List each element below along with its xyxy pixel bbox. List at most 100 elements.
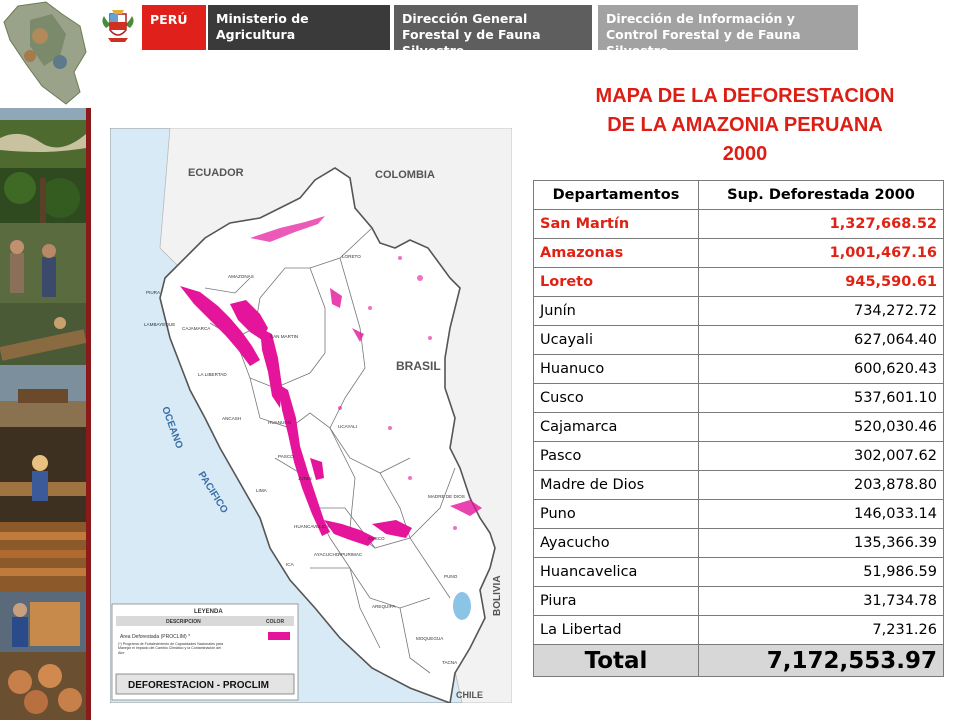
table-row: Ayacucho 135,366.39 bbox=[533, 528, 944, 558]
department-name: Junín bbox=[533, 296, 699, 326]
deforested-area: 1,327,668.52 bbox=[698, 209, 944, 239]
label-moquegua: MOQUEGUA bbox=[416, 636, 444, 641]
title-line-1: MAPA DE LA DEFORESTACION bbox=[595, 85, 895, 107]
legend-item-label: Area Deforestada (PROCLIM) * bbox=[120, 634, 190, 640]
department-borders bbox=[204, 227, 456, 674]
department-name: San Martín bbox=[533, 209, 699, 239]
label-junin: JUNIN bbox=[298, 476, 312, 481]
deforested-area: 302,007.62 bbox=[698, 441, 944, 471]
deforested-area: 203,878.80 bbox=[698, 470, 944, 500]
table-row: Junín 734,272.72 bbox=[533, 296, 944, 326]
table-row: La Libertad 7,231.26 bbox=[533, 615, 944, 645]
table-row: San Martín 1,327,668.52 bbox=[533, 209, 944, 239]
label-pasco: PASCO bbox=[278, 454, 294, 459]
department-name: Madre de Dios bbox=[533, 470, 699, 500]
table-row: Madre de Dios 203,878.80 bbox=[533, 470, 944, 500]
legend-footer: DEFORESTACION - PROCLIM bbox=[128, 680, 269, 691]
total-row: Total 7,172,553.97 bbox=[533, 644, 944, 677]
label-cusco: CUSCO bbox=[368, 536, 385, 541]
table-row: Loreto 945,590.61 bbox=[533, 267, 944, 297]
total-value: 7,172,553.97 bbox=[698, 644, 944, 677]
peru-map-logo bbox=[0, 0, 92, 108]
label-lambayeque: LAMBAYEQUE bbox=[144, 322, 175, 327]
label-loreto: LORETO bbox=[342, 254, 361, 259]
department-name: Huanuco bbox=[533, 354, 699, 384]
deforested-area: 31,734.78 bbox=[698, 586, 944, 616]
department-name: Huancavelica bbox=[533, 557, 699, 587]
legend-title: LEYENDA bbox=[194, 609, 223, 615]
sawmill-photo bbox=[0, 427, 86, 522]
deforested-area: 146,033.14 bbox=[698, 499, 944, 529]
dgf-label: Dirección General Forestal y de Fauna Si… bbox=[394, 5, 592, 58]
label-arequipa: AREQUIPA bbox=[372, 604, 396, 609]
label-chile: CHILE bbox=[456, 690, 483, 700]
label-brasil: BRASIL bbox=[396, 359, 441, 373]
legend-note: (*) Programa de Fortalecimiento de Capac… bbox=[118, 642, 224, 655]
table-row: Puno 146,033.14 bbox=[533, 499, 944, 529]
table-row: Piura 31,734.78 bbox=[533, 586, 944, 616]
logs-photo bbox=[0, 652, 86, 720]
col-header-superficie: Sup. Deforestada 2000 bbox=[698, 180, 944, 210]
department-name: Loreto bbox=[533, 267, 699, 297]
label-ica: ICA bbox=[286, 562, 295, 567]
department-name: Amazonas bbox=[533, 238, 699, 268]
deforested-area: 734,272.72 bbox=[698, 296, 944, 326]
deforested-area: 51,986.59 bbox=[698, 557, 944, 587]
deforested-areas bbox=[180, 216, 482, 546]
accent-bar bbox=[86, 108, 91, 720]
department-name: Puno bbox=[533, 499, 699, 529]
forest-photo bbox=[0, 168, 86, 223]
label-huancavelica: HUANCAVELICA bbox=[294, 524, 330, 529]
title-line-2: DE LA AMAZONIA PERUANA bbox=[607, 114, 883, 136]
lake-titicaca bbox=[453, 592, 471, 620]
deforestation-map: ECUADOR COLOMBIA BRASIL BOLIVIA CHILE OC… bbox=[110, 128, 512, 703]
label-puno: PUNO bbox=[444, 574, 458, 579]
table-row: Huanuco 600,620.43 bbox=[533, 354, 944, 384]
label-bolivia: BOLIVIA bbox=[492, 575, 503, 616]
label-apurimac: APURIMAC bbox=[338, 552, 363, 557]
deforested-area: 520,030.46 bbox=[698, 412, 944, 442]
label-tacna: TACNA bbox=[442, 660, 458, 665]
legend-col-color: COLOR bbox=[266, 619, 284, 625]
label-lima: LIMA bbox=[256, 488, 268, 493]
legend-deforested-swatch bbox=[268, 632, 290, 640]
table-row: Pasco 302,007.62 bbox=[533, 441, 944, 471]
title-line-3: 2000 bbox=[722, 143, 768, 165]
department-name: Piura bbox=[533, 586, 699, 616]
deforested-area: 1,001,467.16 bbox=[698, 238, 944, 268]
label-ayacucho: AYACUCHO bbox=[314, 552, 340, 557]
department-name: Pasco bbox=[533, 441, 699, 471]
deforested-area: 945,590.61 bbox=[698, 267, 944, 297]
logging-photo bbox=[0, 303, 86, 365]
label-piura: PIURA bbox=[146, 290, 161, 295]
timber-stack-photo bbox=[0, 592, 86, 652]
legend-col-desc: DESCRIPCION bbox=[166, 619, 201, 625]
total-label: Total bbox=[533, 644, 699, 677]
department-name: La Libertad bbox=[533, 615, 699, 645]
page-title: MAPA DE LA DEFORESTACION DE LA AMAZONIA … bbox=[540, 82, 950, 169]
label-huanuco: HUANUCO bbox=[268, 420, 292, 425]
table-row: Cusco 537,601.10 bbox=[533, 383, 944, 413]
table-header-row: Departamentos Sup. Deforestada 2000 bbox=[533, 180, 944, 210]
label-ecuador: ECUADOR bbox=[188, 167, 244, 179]
table-row: Ucayali 627,064.40 bbox=[533, 325, 944, 355]
deforestation-table: Departamentos Sup. Deforestada 2000 San … bbox=[533, 180, 944, 677]
deforested-area: 600,620.43 bbox=[698, 354, 944, 384]
peru-crest-icon bbox=[102, 10, 134, 42]
department-name: Cusco bbox=[533, 383, 699, 413]
label-ancash: ANCASH bbox=[222, 416, 241, 421]
deforested-area: 135,366.39 bbox=[698, 528, 944, 558]
workers-photo bbox=[0, 223, 86, 303]
table-row: Amazonas 1,001,467.16 bbox=[533, 238, 944, 268]
ministry-label: Ministerio de Agricultura bbox=[208, 5, 390, 50]
map-legend: LEYENDA DESCRIPCION COLOR Area Deforesta… bbox=[111, 603, 299, 701]
country-badge: PERÚ bbox=[142, 5, 206, 50]
label-san-martin: SAN MARTIN bbox=[270, 334, 298, 339]
label-la-libertad: LA LIBERTAD bbox=[198, 372, 227, 377]
photo-strip bbox=[0, 108, 86, 720]
boat-photo bbox=[0, 365, 86, 427]
deforested-area: 627,064.40 bbox=[698, 325, 944, 355]
deforested-area: 7,231.26 bbox=[698, 615, 944, 645]
department-name: Ucayali bbox=[533, 325, 699, 355]
col-header-departamentos: Departamentos bbox=[533, 180, 699, 210]
